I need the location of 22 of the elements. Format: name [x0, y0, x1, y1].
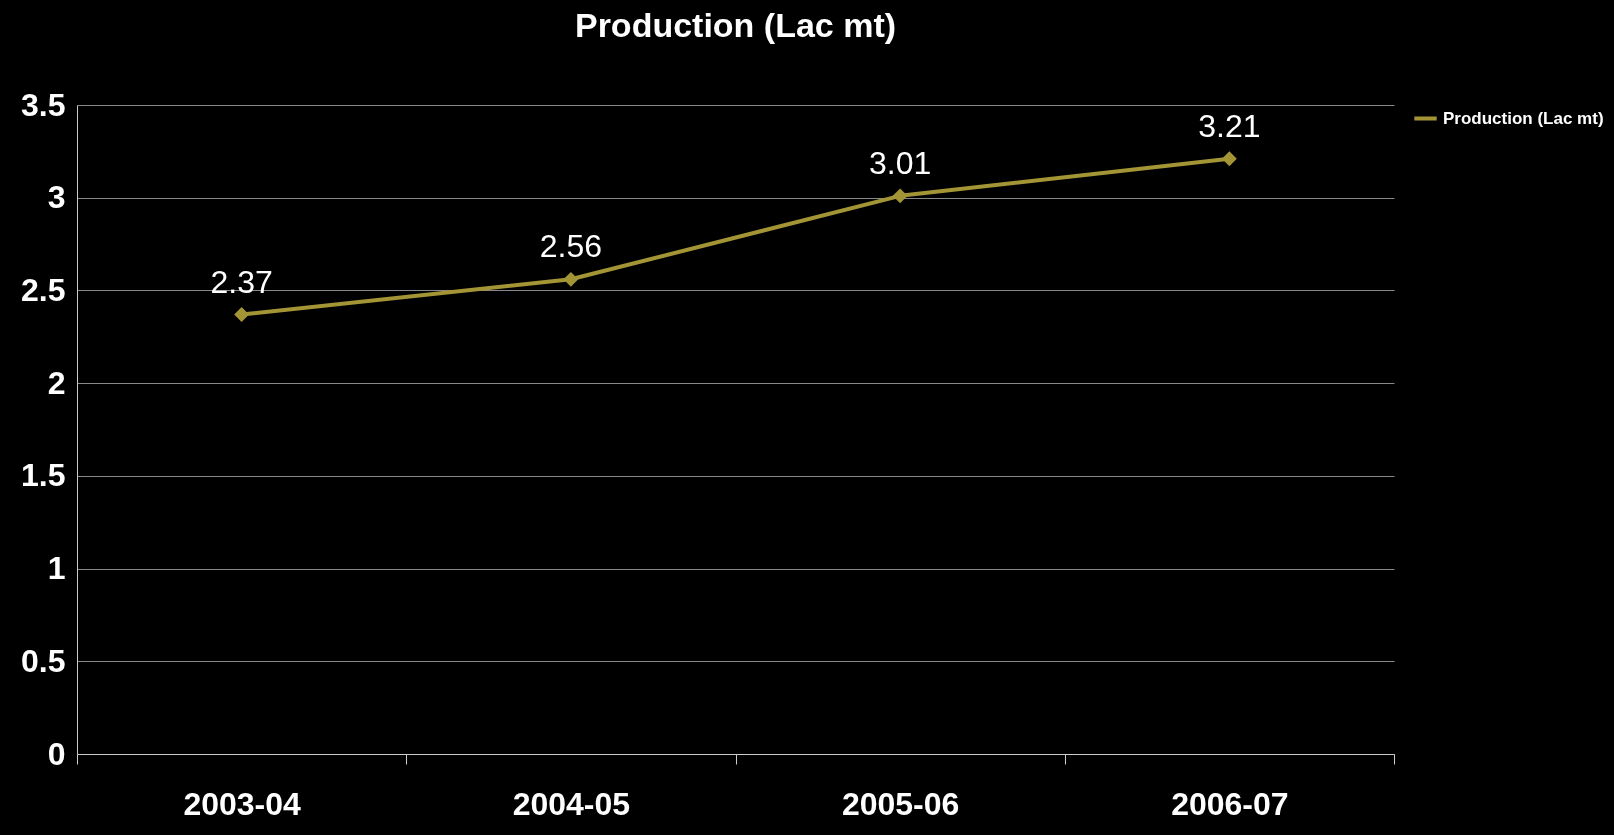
- y-tick-label: 1: [47, 550, 66, 587]
- x-tick-label: 2005-06: [841, 785, 960, 822]
- data-label: 2.37: [210, 263, 273, 300]
- y-tick-label: 2.5: [21, 271, 66, 308]
- data-label: 3.01: [868, 144, 932, 181]
- y-tick-label: 0: [47, 735, 66, 772]
- chart-title: Production (Lac mt): [574, 6, 897, 44]
- point: [1221, 151, 1237, 167]
- point: [563, 271, 579, 287]
- y-tick-label: 3.5: [21, 86, 66, 123]
- x-tick-label: 2003-04: [183, 785, 302, 822]
- y-tick-label: 1.5: [21, 457, 66, 494]
- y-tick-label: 2: [47, 364, 66, 401]
- x-tick-label: 2006-07: [1171, 785, 1289, 822]
- point: [234, 307, 250, 322]
- point: [892, 188, 908, 204]
- x-tick-label: 2004-05: [512, 785, 631, 822]
- y-tick-label: 3: [47, 179, 66, 216]
- y-tick-label: 0.5: [21, 642, 66, 679]
- legend-label: Production (Lac mt): [1443, 108, 1604, 128]
- data-label: 3.21: [1198, 107, 1261, 144]
- data-label: 2.56: [539, 228, 603, 265]
